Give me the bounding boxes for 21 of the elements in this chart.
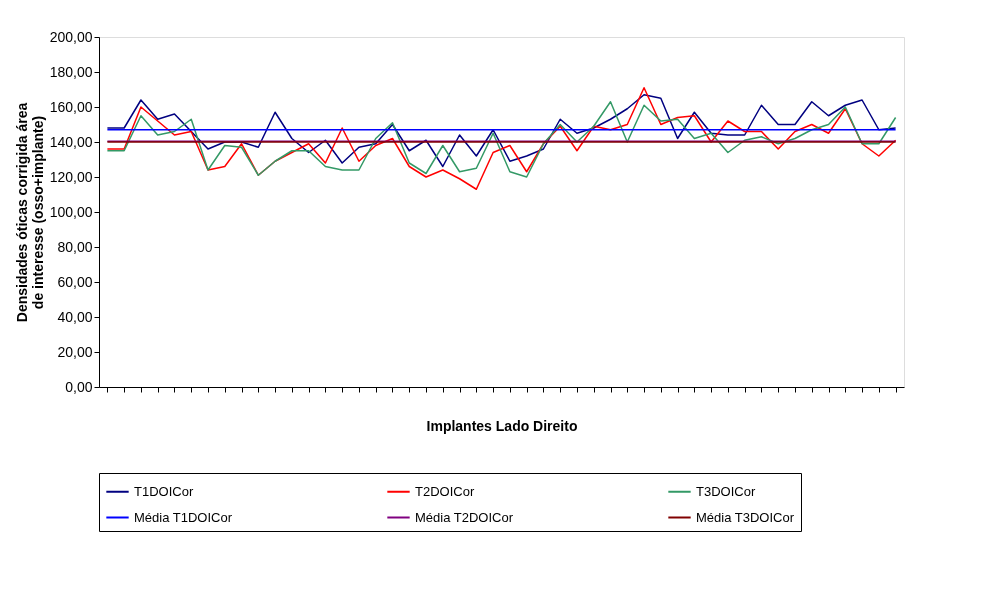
legend-label: Média T2DOICor xyxy=(415,509,514,525)
legend-label: T2DOICor xyxy=(415,483,475,499)
line-series xyxy=(106,94,897,168)
y-tick-label: 80,00 xyxy=(57,238,93,255)
line-series xyxy=(106,101,897,178)
y-tick-label: 0,00 xyxy=(65,378,93,395)
y-tick-label: 60,00 xyxy=(57,273,93,290)
y-tick-label: 120,00 xyxy=(49,168,93,185)
legend-label: Média T3DOICor xyxy=(696,509,795,525)
y-tick-label: 20,00 xyxy=(57,343,93,360)
y-tick-label: 140,00 xyxy=(49,133,93,150)
y-axis-title: Densidades óticas corrigida área de interesse (osso+implante) xyxy=(13,102,46,323)
y-tick-label: 160,00 xyxy=(49,98,93,115)
legend-label: T1DOICor xyxy=(134,483,194,499)
y-tick-label: 100,00 xyxy=(49,203,93,220)
y-tick-label: 180,00 xyxy=(49,63,93,80)
legend-label: T3DOICor xyxy=(696,483,756,499)
x-axis-title: Implantes Lado Direito xyxy=(426,417,578,434)
y-tick-label: 40,00 xyxy=(57,308,93,325)
y-tick-label: 200,00 xyxy=(49,28,93,45)
legend-label: Média T1DOICor xyxy=(134,509,233,525)
